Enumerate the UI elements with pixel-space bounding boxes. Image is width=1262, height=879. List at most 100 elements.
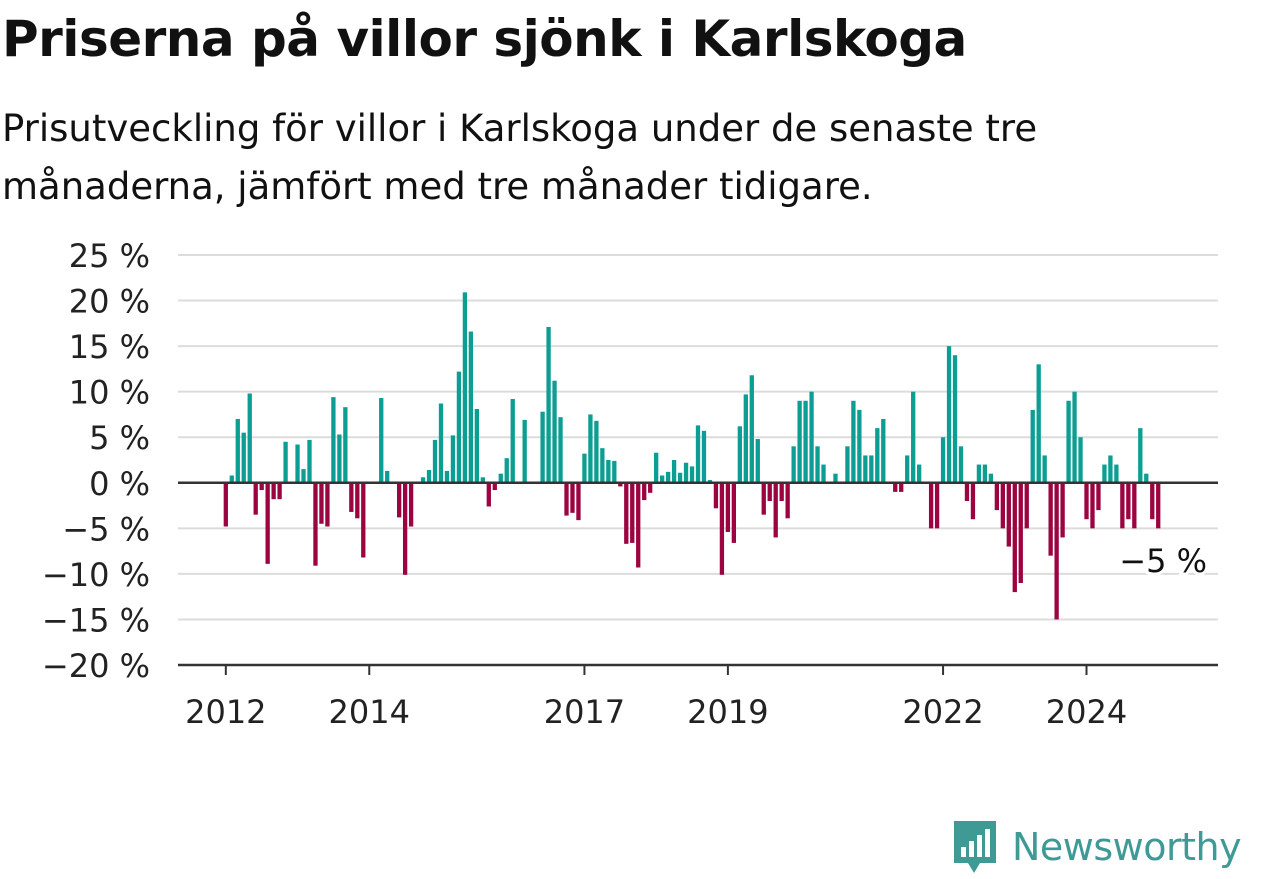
bar bbox=[773, 482, 778, 538]
bar bbox=[450, 435, 456, 483]
bar bbox=[636, 482, 641, 568]
bar bbox=[905, 455, 910, 483]
bar bbox=[456, 371, 462, 483]
chart-subtitle: Prisutveckling för villor i Karlskoga un… bbox=[2, 107, 1038, 208]
bar bbox=[958, 446, 964, 483]
bar bbox=[743, 394, 748, 483]
bar bbox=[301, 469, 306, 483]
bar bbox=[1060, 482, 1065, 538]
bar bbox=[785, 482, 790, 519]
bars bbox=[223, 292, 1161, 620]
bar bbox=[1102, 464, 1107, 483]
bar bbox=[235, 419, 240, 483]
bar bbox=[797, 400, 802, 483]
bar bbox=[809, 391, 814, 483]
y-tick-label: 10 % bbox=[69, 374, 150, 412]
bar bbox=[379, 398, 384, 483]
bar bbox=[911, 391, 916, 483]
bar bbox=[492, 482, 497, 491]
bar bbox=[737, 426, 742, 483]
bar bbox=[659, 475, 665, 483]
bar bbox=[265, 482, 270, 564]
chart-title: Priserna på villor sjönk i Karlskoga bbox=[2, 10, 967, 68]
y-tick-label: 15 % bbox=[69, 328, 150, 366]
bar bbox=[719, 482, 725, 575]
x-tick-label: 2014 bbox=[329, 693, 410, 731]
newsworthy-logo-icon bbox=[954, 821, 996, 873]
bar bbox=[749, 375, 754, 483]
y-tick-label: 0 % bbox=[89, 465, 150, 503]
bar bbox=[277, 482, 282, 500]
y-tick-label: 5 % bbox=[89, 419, 150, 457]
y-tick-label: −20 % bbox=[42, 647, 150, 685]
bar bbox=[1132, 482, 1137, 529]
bar bbox=[1156, 482, 1161, 529]
bar bbox=[803, 400, 808, 483]
bar bbox=[713, 482, 719, 509]
axes bbox=[178, 481, 1218, 675]
bar bbox=[1108, 455, 1113, 483]
bar bbox=[869, 455, 874, 483]
x-tick-label: 2017 bbox=[544, 693, 625, 731]
bar bbox=[552, 380, 557, 483]
bar bbox=[253, 482, 258, 515]
bar bbox=[689, 466, 695, 483]
bar bbox=[522, 419, 527, 483]
bar bbox=[576, 482, 581, 521]
bar bbox=[1144, 473, 1149, 483]
bar bbox=[654, 452, 659, 483]
bar bbox=[408, 482, 414, 527]
bar bbox=[349, 482, 354, 512]
bar bbox=[582, 453, 587, 483]
bar bbox=[767, 482, 772, 501]
bar bbox=[893, 482, 898, 492]
bar bbox=[946, 346, 952, 483]
bar bbox=[731, 482, 737, 543]
bar bbox=[779, 482, 784, 501]
bar bbox=[558, 417, 563, 483]
bar bbox=[857, 409, 862, 483]
bar bbox=[940, 437, 946, 483]
bar bbox=[928, 482, 934, 529]
bar bbox=[594, 420, 599, 483]
bar bbox=[755, 439, 760, 483]
bar bbox=[438, 403, 444, 483]
bar bbox=[1150, 482, 1155, 520]
bar bbox=[307, 439, 312, 483]
bar bbox=[426, 470, 432, 483]
bar bbox=[976, 464, 982, 483]
bar bbox=[612, 460, 617, 483]
bar bbox=[432, 439, 438, 483]
bar bbox=[343, 407, 348, 483]
bar bbox=[833, 473, 838, 483]
bar bbox=[1030, 409, 1035, 483]
bar bbox=[1006, 482, 1011, 547]
y-tick-label: 20 % bbox=[69, 283, 150, 321]
bar bbox=[875, 428, 880, 483]
y-tick-label: −10 % bbox=[42, 556, 150, 594]
bar bbox=[1120, 482, 1125, 529]
bar bbox=[295, 444, 300, 483]
bar bbox=[1138, 428, 1143, 483]
bar bbox=[1054, 482, 1059, 620]
bar bbox=[988, 473, 994, 483]
bar bbox=[863, 455, 868, 483]
bar bbox=[695, 425, 701, 483]
bar bbox=[791, 446, 796, 483]
bar bbox=[725, 482, 731, 532]
latest-value-label: −5 % bbox=[1119, 542, 1207, 580]
bar bbox=[325, 482, 330, 527]
bar bbox=[707, 480, 713, 483]
bar bbox=[1096, 482, 1101, 511]
bar bbox=[606, 460, 611, 483]
bar bbox=[486, 482, 491, 507]
bar bbox=[970, 482, 976, 520]
bar bbox=[1072, 391, 1077, 483]
bar bbox=[546, 326, 551, 483]
bar bbox=[247, 393, 252, 483]
bar bbox=[677, 472, 683, 483]
x-tick-label: 2022 bbox=[902, 693, 983, 731]
bar bbox=[600, 448, 605, 483]
brand-name: Newsworthy bbox=[1012, 825, 1242, 869]
bar bbox=[570, 482, 575, 513]
